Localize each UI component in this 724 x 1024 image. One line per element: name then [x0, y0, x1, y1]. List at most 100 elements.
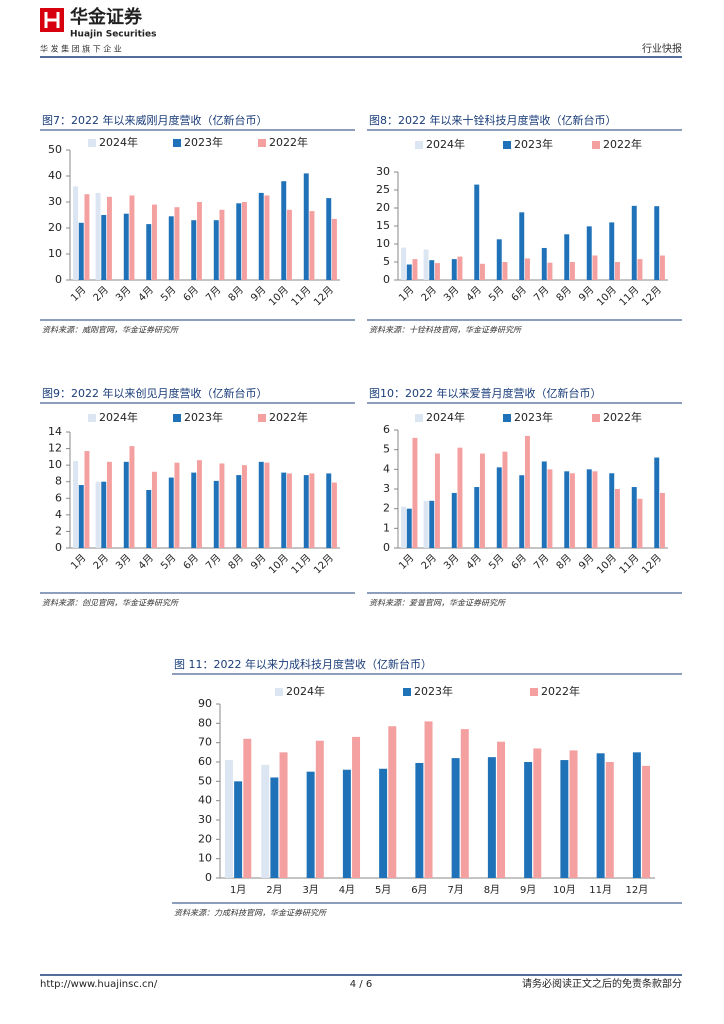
bar [560, 760, 569, 878]
bar [429, 500, 435, 548]
bar [315, 740, 324, 878]
bar [168, 216, 174, 280]
bar [474, 184, 480, 280]
x-tick-label: 11月 [617, 284, 642, 309]
legend-swatch [503, 414, 511, 422]
bar [151, 471, 157, 548]
y-tick-label: 3 [383, 482, 390, 495]
legend-swatch [503, 141, 511, 149]
x-tick-label: 10月 [266, 284, 291, 309]
bar [234, 781, 243, 878]
y-tick-label: 2 [383, 502, 390, 515]
disclaimer: 请务必阅读正文之后的免责条款部分 [522, 977, 682, 990]
x-tick-label: 5月 [158, 552, 178, 572]
legend-label: 2024年 [99, 135, 138, 149]
bar [654, 457, 660, 548]
x-tick-label: 6月 [509, 552, 529, 572]
y-tick-label: 0 [205, 871, 212, 884]
y-tick-label: 50 [198, 774, 212, 787]
bar [479, 453, 485, 548]
bar [569, 473, 575, 548]
bar [303, 173, 309, 280]
bar [596, 753, 605, 878]
slogan: 华 发 集 团 旗 下 企 业 [40, 44, 122, 54]
y-tick-label: 15 [376, 219, 390, 232]
y-tick-label: 5 [383, 443, 390, 456]
legend-swatch [530, 688, 538, 696]
legend-label: 2024年 [99, 410, 138, 424]
bar [123, 213, 129, 280]
bar [564, 471, 570, 548]
bar [331, 482, 337, 548]
x-tick-label: 11月 [617, 552, 642, 577]
legend-swatch [592, 141, 600, 149]
logo-en: Huajin Securities [70, 30, 156, 40]
legend-swatch [415, 141, 423, 149]
bar [451, 492, 457, 548]
bar [303, 475, 309, 548]
y-tick-label: 50 [48, 143, 62, 156]
bar [533, 748, 542, 878]
x-tick-label: 2月 [419, 284, 439, 304]
bar [605, 762, 614, 878]
x-tick-label: 7月 [447, 884, 463, 896]
legend-swatch [592, 414, 600, 422]
bar [519, 212, 525, 280]
bar [412, 437, 418, 548]
x-tick-label: 10月 [594, 284, 619, 309]
y-tick-label: 0 [383, 273, 390, 286]
bar [569, 262, 575, 280]
y-tick-label: 70 [198, 736, 212, 749]
bar [654, 206, 660, 280]
bar [236, 475, 242, 548]
bar [642, 765, 651, 878]
bar [78, 222, 84, 280]
legend-swatch [173, 139, 181, 147]
logo-cn: 华金证券 [70, 6, 143, 28]
bar [569, 750, 578, 878]
chart-title: 图7：2022 年以来威刚月度营收（亿新台币） [42, 113, 268, 127]
logo-mark [44, 12, 60, 28]
x-tick-label: 8月 [226, 284, 246, 304]
legend-label: 2023年 [514, 410, 553, 424]
bar [502, 451, 508, 548]
bar [412, 259, 418, 280]
x-tick-label: 7月 [531, 552, 551, 572]
y-tick-label: 90 [198, 697, 212, 710]
legend-label: 2022年 [541, 684, 580, 698]
bar [219, 463, 225, 548]
x-tick-label: 9月 [248, 284, 268, 304]
bar [451, 259, 457, 280]
bar [406, 264, 412, 280]
legend-swatch [403, 688, 411, 696]
bar [502, 262, 508, 280]
bar [541, 461, 547, 548]
x-tick-label: 12月 [626, 884, 649, 896]
section: 行业快报 [642, 42, 682, 55]
legend-label: 2023年 [414, 684, 453, 698]
x-tick-label: 7月 [531, 284, 551, 304]
x-tick-label: 2月 [419, 552, 439, 572]
bar [586, 226, 592, 280]
bar [564, 234, 570, 280]
chart-source: 资料来源：爱普官网，华金证券研究所 [369, 599, 507, 608]
y-tick-label: 0 [55, 273, 62, 286]
x-tick-label: 9月 [520, 884, 536, 896]
y-tick-label: 25 [376, 183, 390, 196]
x-tick-label: 11月 [289, 552, 314, 577]
footer-url: http://www.huajinsc.cn/ [40, 979, 158, 990]
y-tick-label: 60 [198, 755, 212, 768]
x-tick-label: 7月 [203, 284, 223, 304]
bar [547, 469, 553, 548]
bar [224, 760, 233, 878]
bar [388, 726, 397, 878]
legend-swatch [88, 139, 96, 147]
bar [286, 473, 292, 548]
bar [614, 489, 620, 548]
bar [261, 764, 270, 878]
y-tick-label: 10 [376, 237, 390, 250]
bar [424, 721, 433, 878]
bar [270, 777, 279, 878]
bar [609, 473, 615, 548]
bar [279, 752, 288, 878]
